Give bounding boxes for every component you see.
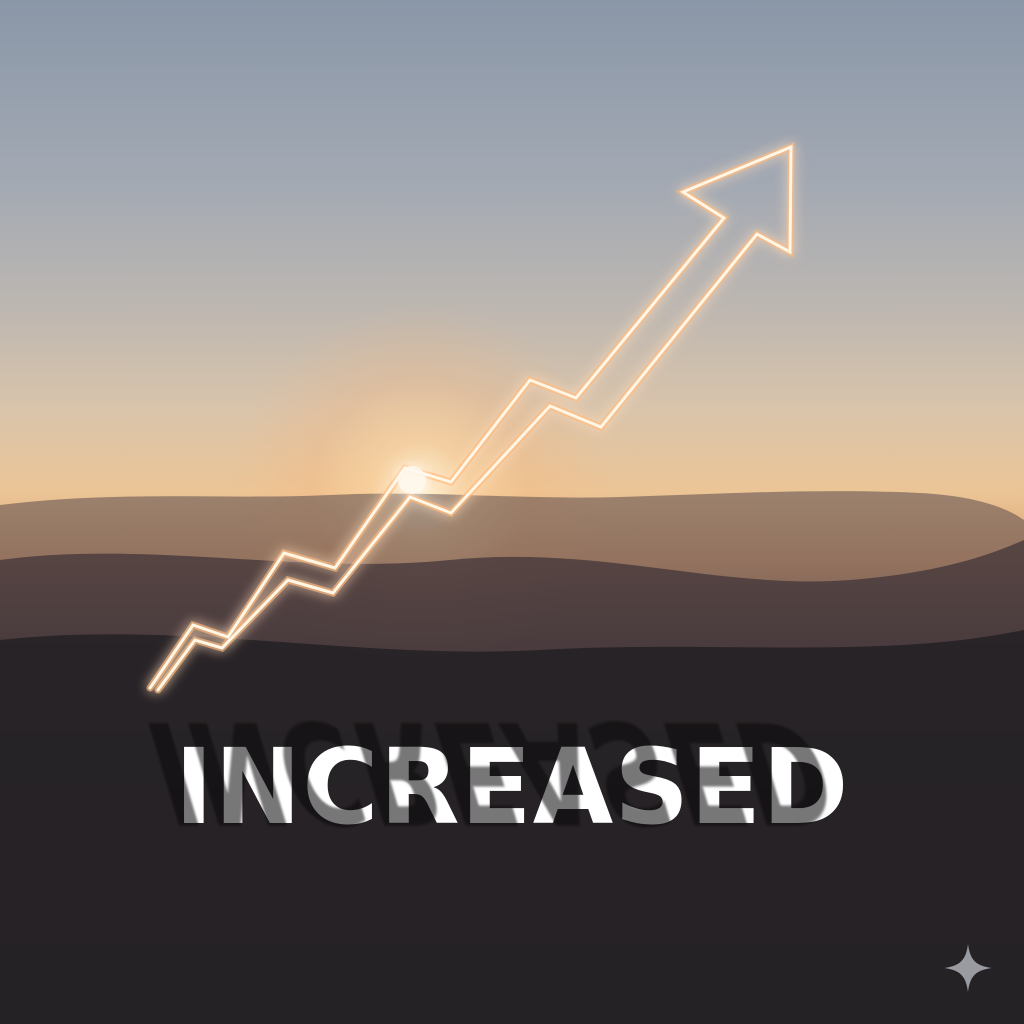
headline-reflection: INCREASED [128,689,854,855]
sparkle-icon [944,944,992,992]
headline-text: INCREASED [174,726,850,848]
